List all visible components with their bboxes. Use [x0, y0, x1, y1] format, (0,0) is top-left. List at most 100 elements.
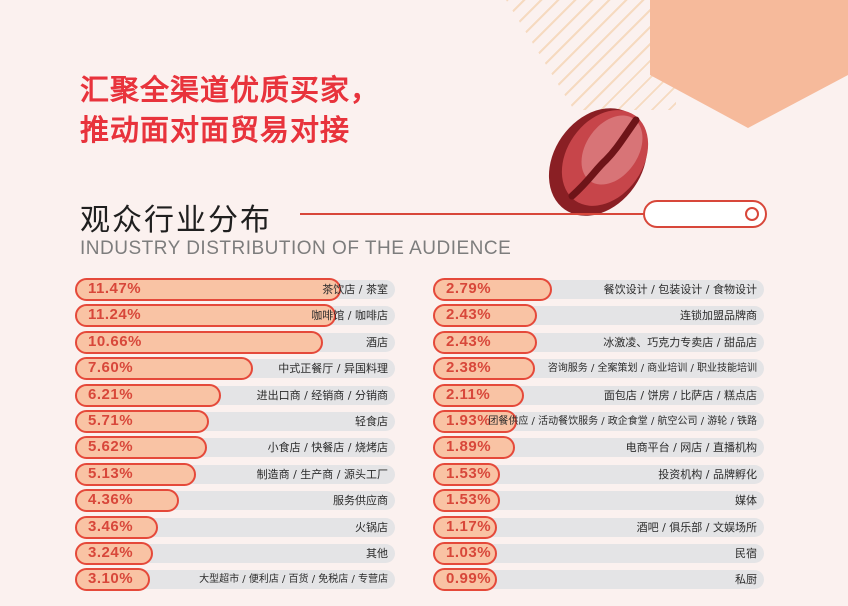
bar-value-label: 11.24% — [88, 306, 142, 324]
bar — [433, 278, 552, 301]
bar-category-label: 投资机构 / 品牌孵化 — [658, 467, 757, 481]
bar-value-label: 2.11% — [446, 385, 491, 403]
bar-category-label: 小食店 / 快餐店 / 烧烤店 — [267, 441, 388, 455]
bar-track — [433, 543, 764, 563]
bar-value-label: 3.24% — [88, 543, 134, 561]
bar — [433, 515, 497, 539]
bar-value-label: 7.60% — [88, 359, 134, 377]
headline-line-1: 汇聚全渠道优质买家， — [80, 73, 381, 107]
bar-row: 3.10% 大型超市 / 便利店 / 百货 / 免税店 / 专营店 — [75, 566, 395, 592]
bar-row: 11.47% 茶饮店 / 茶室 — [75, 276, 395, 302]
bar-value-label: 3.46% — [88, 517, 134, 535]
bar-category-label: 轻食店 — [355, 414, 388, 428]
bar-column-right: 2.79% 餐饮设计 / 包装设计 / 食物设计 2.43% 连锁加盟品牌商 2.43%… — [433, 276, 764, 593]
bar — [75, 489, 179, 513]
bar-value-label: 6.21% — [88, 385, 134, 403]
bar-category-label: 餐饮设计 / 包装设计 / 食物设计 — [603, 283, 757, 296]
bar-row: 5.71% 轻食店 — [75, 408, 395, 434]
bar-row: 1.53% 媒体 — [433, 487, 764, 513]
bar-column-left: 11.47% 茶饮店 / 茶室 11.24% 咖啡馆 / 咖啡店 10.66% 酒店 7.6… — [75, 276, 395, 593]
bar-row: 1.53% 投资机构 / 品牌孵化 — [433, 461, 764, 487]
bar — [433, 357, 536, 381]
bar-category-label: 制造商 / 生产商 / 源头工厂 — [256, 467, 388, 481]
bar — [75, 409, 210, 433]
bar-value-label: 1.17% — [446, 517, 492, 535]
bar — [433, 568, 497, 592]
bar-track — [433, 491, 764, 511]
bar-row: 5.62% 小食店 / 快餐店 / 烧烤店 — [75, 434, 395, 460]
bar-row: 1.03% 民宿 — [433, 540, 764, 566]
bar-value-label: 5.13% — [88, 464, 134, 482]
bar-category-label: 面包店 / 饼房 / 比萨店 / 糕点店 — [603, 388, 757, 402]
bar-category-label: 中式正餐厅 / 异国料理 — [278, 362, 388, 376]
bar-row: 2.38% 咨询服务 / 全案策划 / 商业培训 / 职业技能培训 — [433, 355, 764, 381]
bar-category-label: 服务供应商 — [333, 494, 388, 508]
bar — [75, 541, 153, 565]
bar — [75, 304, 336, 328]
bar-category-label: 火锅店 — [355, 520, 388, 534]
bar-row: 2.43% 连锁加盟品牌商 — [433, 302, 764, 328]
bar-category-label: 酒吧 / 俱乐部 / 文娱场所 — [636, 520, 757, 534]
bar-value-label: 1.53% — [446, 491, 492, 509]
bar — [433, 462, 500, 486]
bar-value-label: 1.93% — [446, 411, 492, 429]
bar-category-label: 咖啡馆 / 咖啡店 — [311, 309, 388, 323]
bar-row: 3.46% 火锅店 — [75, 514, 395, 540]
bar-row: 2.79% 餐饮设计 / 包装设计 / 食物设计 — [433, 276, 764, 302]
headline-line-2: 推动面对面贸易对接 — [80, 113, 351, 147]
coffee-bean-icon — [548, 108, 649, 216]
bar-track — [433, 438, 764, 458]
bar-category-label: 进出口商 / 经销商 / 分销商 — [256, 388, 388, 402]
bar-value-label: 2.79% — [446, 280, 492, 297]
bar — [75, 436, 208, 460]
section-subtitle: INDUSTRY DISTRIBUTION OF THE AUDIENCE — [80, 238, 512, 259]
bar-value-label: 11.47% — [88, 280, 142, 297]
bar-row: 6.21% 进出口商 / 经销商 / 分销商 — [75, 382, 395, 408]
bar-category-label: 连锁加盟品牌商 — [680, 309, 757, 323]
bar — [75, 278, 341, 301]
headline: 汇聚全渠道优质买家， 推动面对面贸易对接 — [80, 70, 380, 150]
bar-row: 5.13% 制造商 / 生产商 / 源头工厂 — [75, 461, 395, 487]
bar-row: 10.66% 酒店 — [75, 329, 395, 355]
bar-category-label: 大型超市 / 便利店 / 百货 / 免税店 / 专营店 — [199, 574, 388, 586]
title-decoration — [300, 108, 767, 228]
bar-category-label: 私厨 — [735, 573, 757, 587]
bar-track — [433, 517, 764, 537]
bar-row: 1.89% 电商平台 / 网店 / 直播机构 — [433, 434, 764, 460]
bar-row: 2.11% 面包店 / 饼房 / 比萨店 / 糕点店 — [433, 382, 764, 408]
bar-track — [75, 543, 395, 563]
bar — [433, 436, 515, 460]
bar — [75, 462, 197, 486]
bar-row: 1.93% 团餐供应 / 活动餐饮服务 / 政企食堂 / 航空公司 / 游轮 / … — [433, 408, 764, 434]
bar-track — [433, 464, 764, 484]
bar-track — [75, 570, 395, 590]
bar-row: 3.24% 其他 — [75, 540, 395, 566]
bar-value-label: 2.43% — [446, 306, 492, 324]
bar-category-label: 其他 — [366, 546, 388, 560]
bar-row: 11.24% 咖啡馆 / 咖啡店 — [75, 302, 395, 328]
bar — [433, 330, 538, 354]
bar — [75, 568, 150, 592]
bar-value-label: 2.38% — [446, 359, 492, 377]
bar — [75, 383, 221, 407]
bar — [75, 330, 323, 354]
bar — [433, 304, 538, 328]
bar-category-label: 咨询服务 / 全案策划 / 商业培训 / 职业技能培训 — [547, 363, 757, 375]
bar-value-label: 1.03% — [446, 543, 492, 561]
bar-value-label: 4.36% — [88, 491, 134, 509]
bar — [75, 515, 158, 539]
bar-row: 0.99% 私厨 — [433, 566, 764, 592]
bar-category-label: 冰激凌、巧克力专卖店 / 甜品店 — [603, 335, 757, 349]
bar-category-label: 电商平台 / 网店 / 直播机构 — [625, 441, 757, 455]
bar-row: 7.60% 中式正餐厅 / 异国料理 — [75, 355, 395, 381]
bar — [433, 489, 500, 513]
bar — [75, 357, 253, 381]
bar-value-label: 1.89% — [446, 438, 492, 456]
bar-value-label: 1.53% — [446, 464, 492, 482]
bar — [433, 409, 517, 433]
bar — [433, 541, 497, 565]
bar-category-label: 民宿 — [735, 546, 757, 560]
bar-track — [433, 570, 764, 590]
bar-value-label: 0.99% — [446, 570, 492, 588]
bar-category-label: 媒体 — [735, 494, 757, 508]
